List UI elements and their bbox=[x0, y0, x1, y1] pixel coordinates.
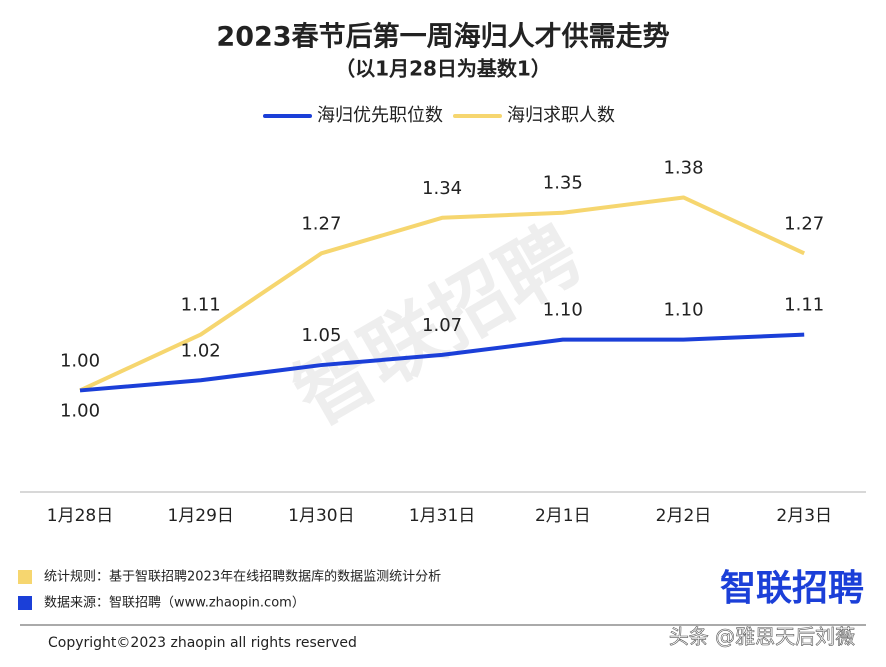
data-label: 1.00 bbox=[60, 400, 100, 421]
note-swatch bbox=[18, 570, 32, 584]
data-label: 1.35 bbox=[543, 173, 583, 194]
x-tick-label: 1月31日 bbox=[409, 506, 475, 526]
x-tick-label: 1月28日 bbox=[47, 506, 113, 526]
data-label: 1.02 bbox=[181, 340, 221, 361]
chart-title: 2023春节后第一周海归人才供需走势 bbox=[216, 21, 669, 53]
note-swatch bbox=[18, 596, 32, 610]
data-label: 1.11 bbox=[181, 295, 221, 316]
x-tick-label: 1月29日 bbox=[167, 506, 233, 526]
note-text: 数据来源：智联招聘（www.zhaopin.com） bbox=[44, 596, 305, 611]
copyright: Copyright©2023 zhaopin all rights reserv… bbox=[48, 635, 357, 651]
data-label: 1.34 bbox=[422, 178, 462, 199]
overlay-watermark: 头条 @雅思天后刘薇 bbox=[669, 625, 855, 649]
x-tick-label: 2月1日 bbox=[535, 506, 591, 526]
data-label: 1.38 bbox=[663, 157, 703, 178]
x-tick-label: 2月2日 bbox=[656, 506, 712, 526]
data-label: 1.00 bbox=[60, 350, 100, 371]
data-label: 1.10 bbox=[663, 300, 703, 321]
x-tick-label: 1月30日 bbox=[288, 506, 354, 526]
brand-logo: 智联招聘 bbox=[720, 568, 864, 609]
note-text: 统计规则：基于智联招聘2023年在线招聘数据库的数据监测统计分析 bbox=[44, 569, 441, 585]
series-line bbox=[79, 195, 806, 393]
legend-label: 海归求职人数 bbox=[507, 105, 615, 126]
data-label: 1.11 bbox=[784, 295, 824, 316]
data-label: 1.10 bbox=[543, 300, 583, 321]
data-label: 1.27 bbox=[301, 213, 341, 234]
chart-subtitle: （以1月28日为基数1） bbox=[335, 57, 551, 81]
data-label: 1.27 bbox=[784, 213, 824, 234]
x-tick-label: 2月3日 bbox=[776, 506, 832, 526]
data-label: 1.05 bbox=[301, 325, 341, 346]
series-line bbox=[79, 332, 805, 393]
legend-label: 海归优先职位数 bbox=[317, 105, 443, 126]
data-label: 1.07 bbox=[422, 315, 462, 336]
